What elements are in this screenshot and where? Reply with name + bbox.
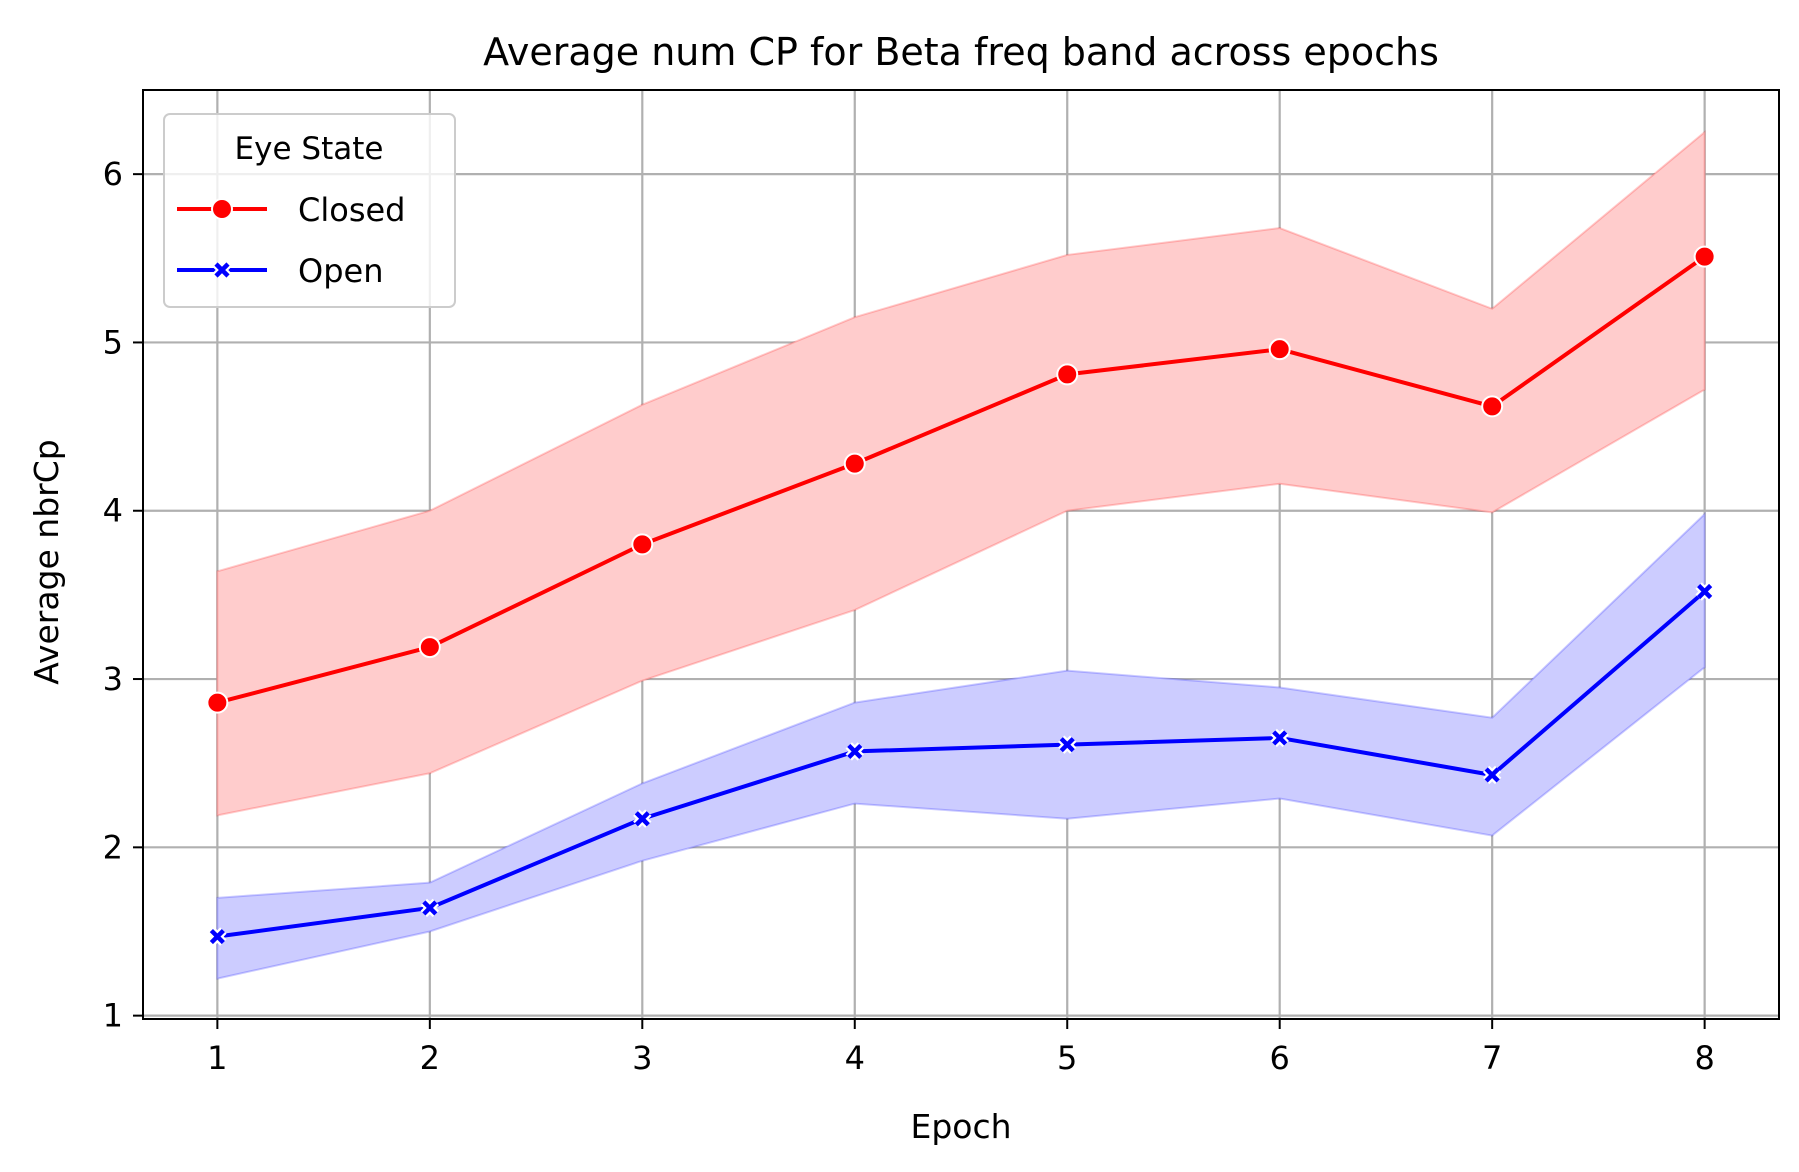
data-point-closed	[843, 452, 866, 475]
data-point-cross	[209, 928, 225, 945]
y-axis-label: Average nbrCp	[27, 439, 66, 684]
data-point-closed	[631, 533, 654, 556]
axis-ticks: 1 2 3 4 5 6 7 8 1 2 3 4 5 6	[103, 155, 1715, 1077]
data-point-open	[845, 742, 864, 761]
series-line-closed	[216, 254, 1706, 705]
data-point-open	[633, 809, 652, 828]
x-tick-label: 8	[1694, 1039, 1714, 1077]
series-markers	[206, 245, 1716, 946]
data-point-closed	[1693, 245, 1716, 268]
data-point-open	[1695, 582, 1714, 601]
data-point-open	[420, 898, 440, 918]
series-lines	[216, 254, 1706, 939]
x-tick-label: 3	[632, 1039, 652, 1077]
y-tick-label: 1	[103, 997, 123, 1035]
legend-marker-closed	[211, 198, 233, 220]
data-point-cross	[634, 811, 650, 827]
legend-label-open: Open	[298, 252, 383, 290]
x-tick-label: 1	[207, 1039, 227, 1077]
legend-label-closed: Closed	[298, 191, 405, 229]
data-point-cross	[1059, 737, 1075, 753]
x-tick-label: 6	[1270, 1039, 1290, 1077]
data-point-closed	[206, 691, 229, 714]
data-point-open	[1270, 728, 1289, 748]
data-point-closed	[1056, 363, 1079, 386]
y-tick-label: 4	[103, 492, 123, 530]
x-tick-label: 2	[420, 1039, 440, 1077]
data-point-cross	[847, 743, 863, 759]
data-point-open	[208, 927, 227, 946]
legend-box	[163, 113, 456, 308]
plot-frame	[142, 89, 1780, 1020]
y-tick-label: 6	[103, 155, 123, 193]
data-point-cross	[1484, 767, 1500, 783]
data-point-open	[1058, 735, 1077, 754]
data-point-closed	[1268, 338, 1291, 361]
y-tick-label: 5	[103, 323, 123, 361]
confidence-band-closed	[216, 129, 1706, 817]
data-point-open	[1482, 765, 1502, 785]
legend-marker-open-cross	[214, 262, 230, 278]
y-tick-label: 2	[103, 828, 123, 866]
x-axis-label: Epoch	[910, 1107, 1011, 1146]
x-tick-label: 7	[1482, 1039, 1502, 1077]
data-point-cross	[1272, 730, 1288, 746]
x-tick-label: 4	[845, 1039, 865, 1077]
series-line-open	[217, 590, 1706, 939]
x-tick-label: 5	[1057, 1039, 1077, 1077]
data-point-cross	[1697, 583, 1713, 600]
legend-title: Eye State	[235, 131, 384, 167]
legend: Eye State Closed Open	[163, 113, 456, 308]
chart-title: Average num CP for Beta freq band across…	[483, 30, 1439, 74]
legend-entry-closed: Closed	[177, 191, 405, 229]
legend-entry-open: Open	[177, 252, 383, 290]
data-point-cross	[422, 900, 438, 916]
data-point-closed	[1481, 395, 1504, 418]
data-point-closed	[418, 636, 441, 659]
y-tick-label: 3	[103, 660, 123, 698]
